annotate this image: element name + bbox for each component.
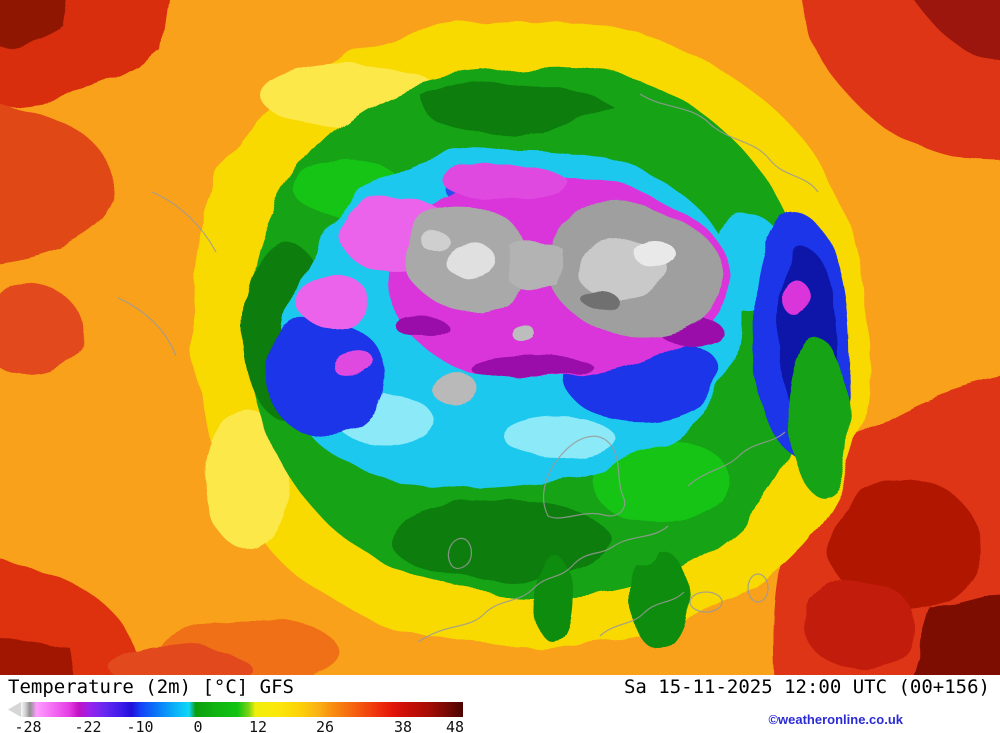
map-region-shape <box>0 285 83 375</box>
cold-layers <box>191 18 869 647</box>
map-region-shape <box>510 324 534 340</box>
scale-tick: 38 <box>393 718 413 733</box>
map-region-shape <box>915 0 1000 60</box>
copyright-watermark: ©weatheronline.co.uk <box>768 712 903 727</box>
map-region-shape <box>266 317 387 437</box>
scale-tick: 48 <box>445 718 465 733</box>
map-region-shape <box>747 573 769 603</box>
map-region-shape <box>639 93 819 193</box>
map-region-shape <box>830 480 980 610</box>
map-region-shape <box>689 591 723 613</box>
europe-cool-spots <box>534 529 689 650</box>
map-region-shape <box>390 500 610 580</box>
scale-below-arrow-icon <box>8 702 21 717</box>
map-region-shape <box>634 241 676 267</box>
map-region-shape <box>117 297 177 357</box>
map-region-shape <box>0 102 117 263</box>
hot-red-regions <box>0 0 1000 675</box>
map-region-shape <box>534 554 572 642</box>
scale-tick: -22 <box>74 718 102 733</box>
map-region-shape <box>417 229 447 247</box>
map-title: Temperature (2m) [°C] GFS <box>8 676 294 698</box>
map-region-shape <box>582 291 618 309</box>
scale-tick: -28 <box>14 718 42 733</box>
map-region-shape <box>787 336 849 495</box>
map-region-shape <box>417 525 669 643</box>
scale-tick: 12 <box>248 718 268 733</box>
map-region-shape <box>447 537 472 569</box>
scale-tick: 26 <box>315 718 335 733</box>
scale-tick: 0 <box>193 718 203 733</box>
map-region-shape <box>443 165 567 199</box>
map-region-shape <box>296 273 368 327</box>
temperature-map <box>0 0 1000 675</box>
map-region-shape <box>206 410 290 550</box>
map-region-shape <box>399 320 451 340</box>
map-region-shape <box>910 590 1000 675</box>
legend-panel: Temperature (2m) [°C] GFS Sa 15-11-2025 … <box>0 675 1000 733</box>
temperature-colorbar <box>21 702 463 717</box>
map-region-shape <box>802 0 1000 162</box>
map-region-shape <box>631 550 689 650</box>
map-region-shape <box>543 435 626 519</box>
temperature-scale: -28 -22 -10 0 12 26 38 48 <box>8 702 478 733</box>
map-region-shape <box>0 637 77 675</box>
map-region-shape <box>0 0 67 48</box>
map-region-shape <box>330 348 374 376</box>
map-region-shape <box>110 646 250 675</box>
map-region-shape <box>505 418 615 458</box>
scale-tick: -10 <box>126 718 154 733</box>
map-region-shape <box>599 591 685 637</box>
coastlines <box>117 93 819 643</box>
map-region-shape <box>805 580 915 670</box>
map-region-shape <box>510 240 560 291</box>
map-region-shape <box>151 191 217 253</box>
map-region-shape <box>442 241 494 275</box>
forecast-datetime: Sa 15-11-2025 12:00 UTC (00+156) <box>623 676 990 698</box>
map-region-shape <box>420 84 615 135</box>
map-region-shape <box>785 281 811 319</box>
map-region-shape <box>687 431 786 487</box>
map-area <box>0 0 1000 675</box>
map-region-shape <box>470 356 594 380</box>
map-region-shape <box>429 370 475 402</box>
